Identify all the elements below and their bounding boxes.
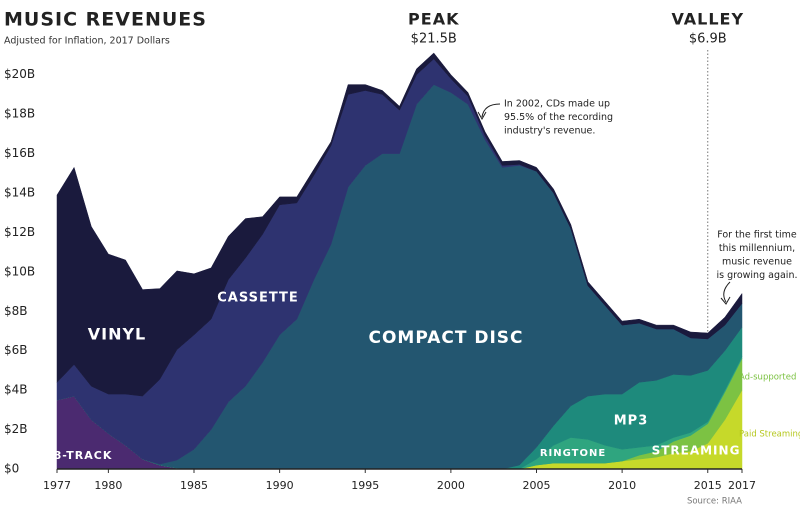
legend-label: RINGTONE <box>540 448 606 459</box>
annotation: In 2002, CDs made up <box>504 99 610 110</box>
x-tick-label: 2005 <box>523 479 551 492</box>
legend-label: MP3 <box>614 414 649 429</box>
y-tick-label: $12B <box>4 225 35 239</box>
x-tick-label: 1980 <box>94 479 122 492</box>
x-tick-label: 1995 <box>351 479 379 492</box>
annotation: industry's revenue. <box>504 126 595 137</box>
annotation: this millennium, <box>719 243 795 254</box>
x-tick-label: 2015 <box>694 479 722 492</box>
annotation: is growing again. <box>717 270 798 281</box>
legend-label: CASSETTE <box>217 291 299 306</box>
x-tick-label: 2017 <box>728 479 756 492</box>
y-tick-label: $2B <box>4 422 28 436</box>
peak-label: PEAK <box>408 10 459 29</box>
y-tick-label: $0 <box>4 462 19 476</box>
areas <box>56 52 743 470</box>
chart-subtitle: Adjusted for Inflation, 2017 Dollars <box>4 36 170 47</box>
annotation: 95.5% of the recording <box>504 112 613 123</box>
x-tick-label: 2000 <box>437 479 465 492</box>
annotation: music revenue <box>722 257 792 268</box>
y-tick-label: $6B <box>4 343 28 357</box>
source: Source: RIAA <box>687 497 742 507</box>
y-tick-label: $18B <box>4 107 35 121</box>
y-tick-label: $10B <box>4 264 35 278</box>
y-tick-label: $16B <box>4 146 35 160</box>
annotation-arrowhead <box>477 111 487 121</box>
valley-value: $6.9B <box>689 32 727 47</box>
annotation: For the first time <box>717 230 797 241</box>
x-tick-label: 2010 <box>608 479 636 492</box>
x-tick-label: 1990 <box>266 479 294 492</box>
area <box>56 52 743 397</box>
area-label: STREAMING <box>652 444 741 458</box>
legend-label: VINYL <box>88 325 147 344</box>
annotation-arrow <box>723 281 731 303</box>
legend-label: COMPACT DISC <box>368 328 523 348</box>
x-tick-label: 1977 <box>43 479 71 492</box>
legend-label: Ad-supported <box>739 373 796 383</box>
y-tick-label: $4B <box>4 383 28 397</box>
peak-value: $21.5B <box>411 32 457 47</box>
annotation-arrowhead <box>720 296 731 305</box>
chart-title: MUSIC REVENUES <box>4 9 207 31</box>
legend-label: Paid Streaming <box>739 430 800 440</box>
x-tick-label: 1985 <box>180 479 208 492</box>
valley-label: VALLEY <box>671 10 744 29</box>
y-tick-label: $14B <box>4 186 35 200</box>
legend-label: 8-TRACK <box>54 449 113 462</box>
annotation-arrow <box>481 103 501 118</box>
y-tick-label: $20B <box>4 67 35 81</box>
y-tick-label: $8B <box>4 304 28 318</box>
